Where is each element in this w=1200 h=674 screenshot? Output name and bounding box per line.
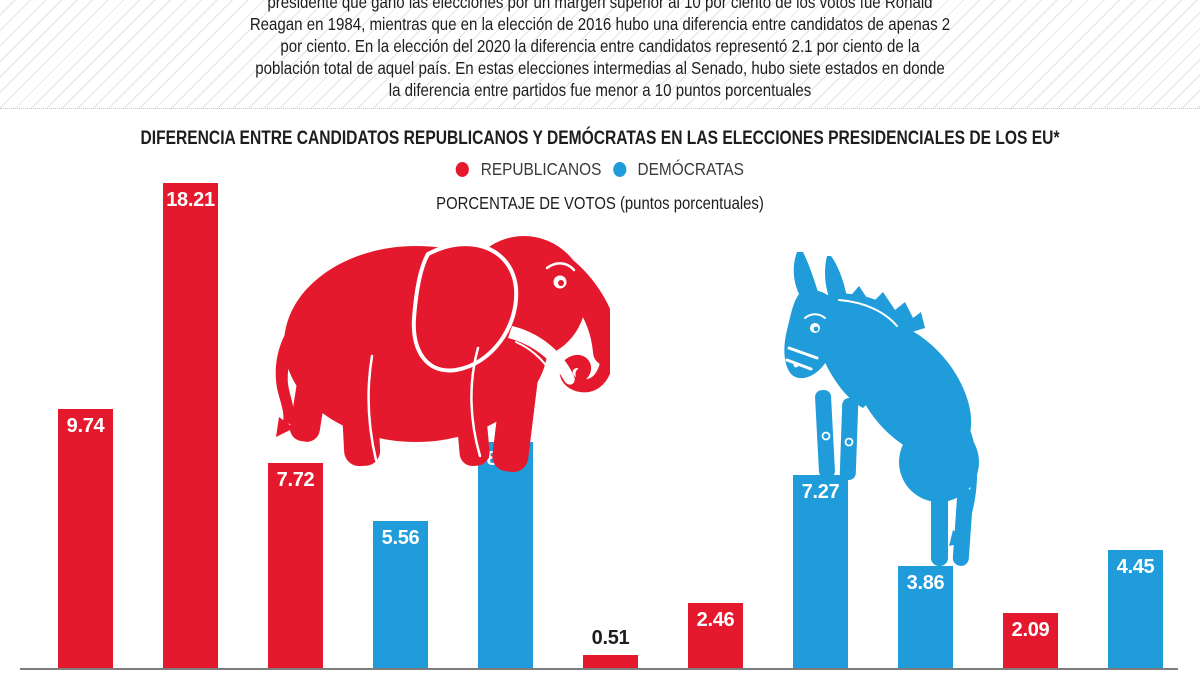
democrat-legend-label: DEMÓCRATAS xyxy=(637,158,744,179)
republican-legend-dot-icon xyxy=(456,161,470,177)
bar xyxy=(1108,550,1163,669)
bar xyxy=(268,463,323,669)
bar-value-label: 9.74 xyxy=(66,415,105,437)
bar xyxy=(1003,613,1058,669)
value-axis-label: PORCENTAJE DE VOTOS (puntos porcentuales… xyxy=(436,193,764,213)
bar-value-label: 7.72 xyxy=(276,469,315,491)
intro-band: presidente que ganó las elecciones por u… xyxy=(0,0,1200,109)
chart-title: DIFERENCIA ENTRE CANDIDATOS REPUBLICANOS… xyxy=(140,127,1060,149)
bar-value-label: 18.21 xyxy=(166,189,215,211)
x-axis-line xyxy=(20,668,1178,670)
bar-value-label: 2.46 xyxy=(696,609,735,631)
bar-value-label: 5.56 xyxy=(381,527,420,549)
chart-legend: REPUBLICANOS DEMÓCRATAS xyxy=(72,159,1128,179)
bar xyxy=(898,566,953,669)
bar-value-label: 0.51 xyxy=(591,627,630,649)
bar-value-label: 2.09 xyxy=(1011,619,1050,641)
republican-elephant-icon xyxy=(275,236,610,473)
bar-value-label: 4.45 xyxy=(1116,556,1155,578)
republican-legend-label: REPUBLICANOS xyxy=(480,158,602,179)
bar xyxy=(373,521,428,669)
bar-value-label: 3.86 xyxy=(906,572,945,594)
bar xyxy=(583,655,638,669)
bar xyxy=(163,183,218,669)
bar xyxy=(58,409,113,669)
bar xyxy=(688,603,743,669)
democrat-donkey-icon xyxy=(784,252,979,566)
bar-value-label: 7.27 xyxy=(801,481,840,503)
bar xyxy=(793,475,848,669)
bar xyxy=(478,442,533,669)
democrat-legend-dot-icon xyxy=(612,161,627,177)
intro-paragraph: presidente que ganó las elecciones por u… xyxy=(249,0,951,100)
